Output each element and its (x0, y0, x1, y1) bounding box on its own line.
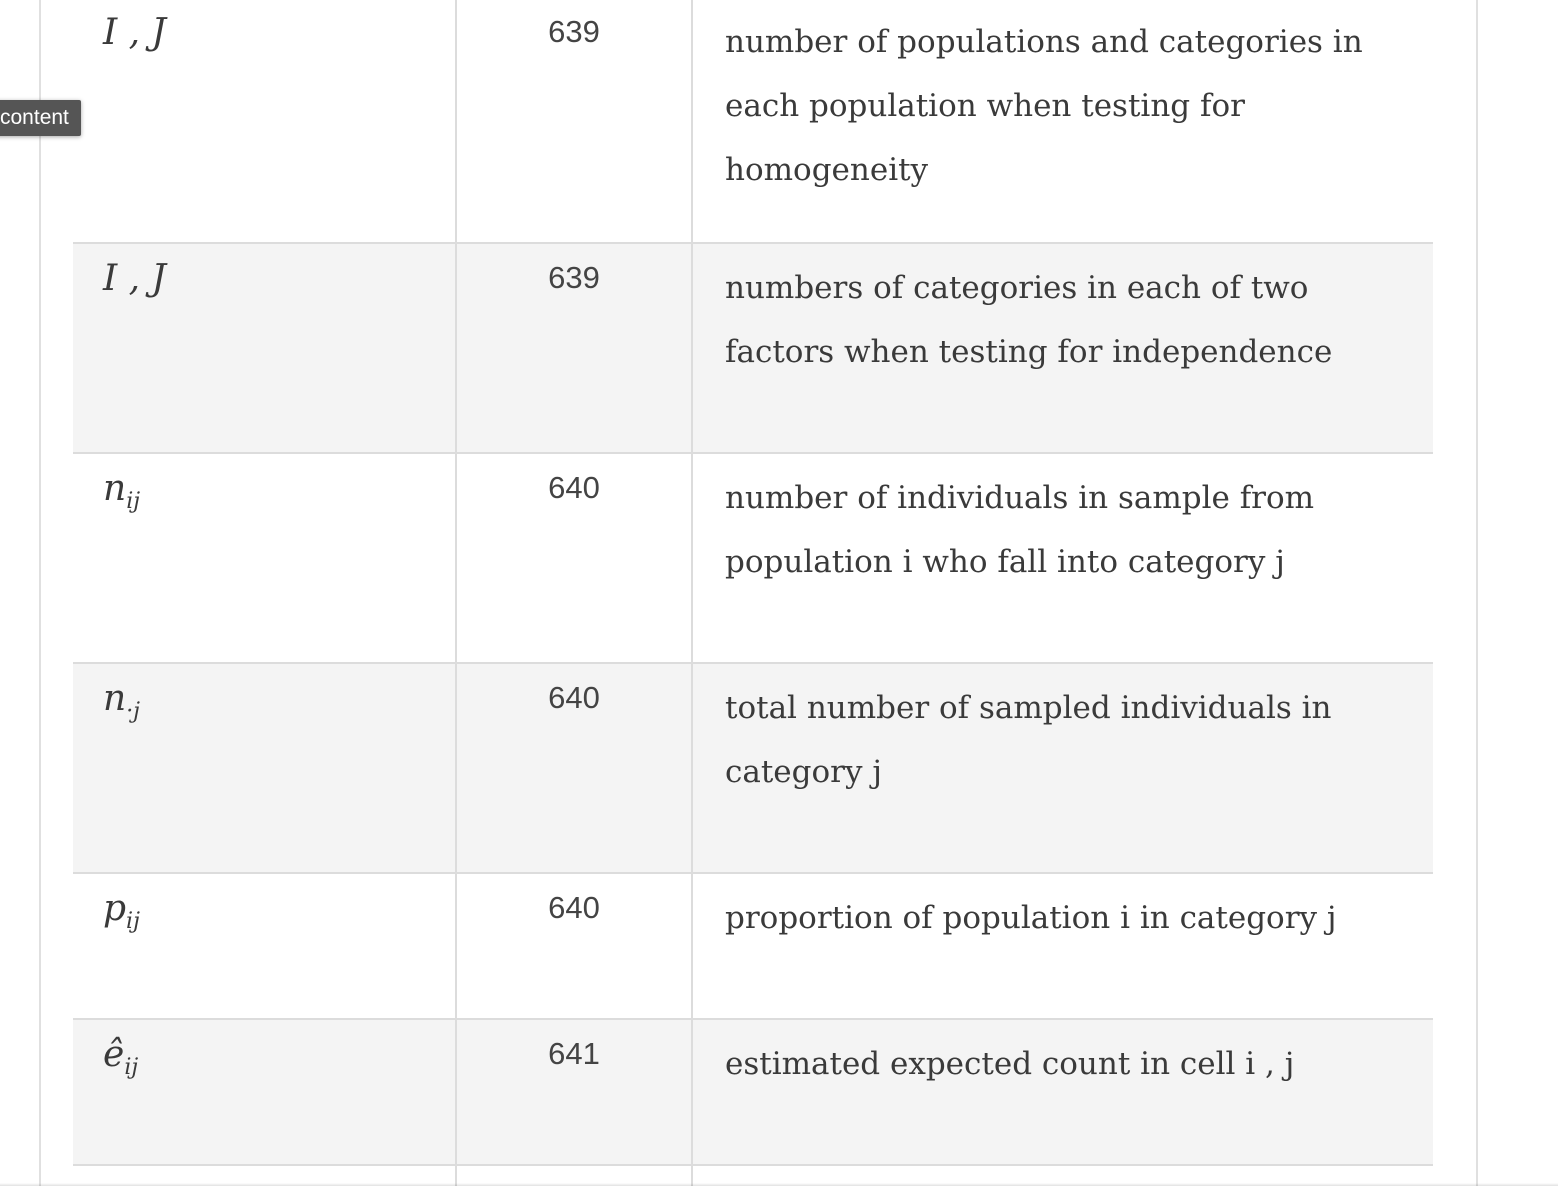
symbol-base: n (103, 468, 127, 509)
bottom-edge-shadow (0, 1183, 1558, 1186)
symbol-subscript: ·j (126, 699, 141, 724)
table-row: pij 640 proportion of population i in ca… (73, 873, 1433, 1020)
table-row: êij 641 estimated expected count in cell… (73, 1019, 1433, 1166)
description-cell (692, 1165, 1433, 1186)
page-number-cell: 639 (456, 243, 693, 454)
page-number-cell (456, 1165, 693, 1186)
symbol-cell: n·j (73, 663, 457, 874)
page-number-cell: 640 (456, 663, 693, 874)
symbol-base: ê (103, 1034, 125, 1075)
symbol-cell: I , J (73, 0, 457, 244)
page-number-cell: 641 (456, 1019, 693, 1166)
symbol-subscript: ij (126, 489, 141, 514)
content-frame-right-border (1476, 0, 1478, 1186)
description-cell: numbers of categories in each of two fac… (692, 243, 1433, 454)
description-cell: estimated expected count in cell i , j (692, 1019, 1433, 1166)
symbol-cell: nij (73, 453, 457, 664)
symbol-cell: êij (73, 1019, 457, 1166)
table-row (73, 1165, 1433, 1186)
content-frame-left-border (39, 0, 41, 1186)
page-number-cell: 640 (456, 453, 693, 664)
symbol-subscript: ij (126, 909, 140, 934)
table-row: n·j 640 total number of sampled individu… (73, 663, 1433, 874)
table-row: I , J 639 numbers of categories in each … (73, 243, 1433, 454)
symbol-text: I , J (103, 258, 166, 299)
table-row: I , J 639 number of populations and cate… (73, 0, 1433, 244)
table-row: nij 640 number of individuals in sample … (73, 453, 1433, 664)
page-number-cell: 639 (456, 0, 693, 244)
description-cell: total number of sampled individuals in c… (692, 663, 1433, 874)
symbol-subscript: ij (124, 1055, 139, 1080)
description-cell: proportion of population i in category j (692, 873, 1433, 1020)
symbol-cell: I , J (73, 243, 457, 454)
page-number-cell: 640 (456, 873, 693, 1020)
symbol-base: p (103, 888, 127, 929)
description-cell: number of individuals in sample from pop… (692, 453, 1433, 664)
content-tooltip: content (0, 100, 81, 136)
symbol-cell: pij (73, 873, 457, 1020)
symbol-text: I , J (103, 12, 166, 53)
description-cell: number of populations and categories in … (692, 0, 1433, 244)
symbol-table: I , J 639 number of populations and cate… (73, 0, 1433, 1186)
symbol-base: n (103, 678, 127, 719)
symbol-cell (73, 1165, 457, 1186)
